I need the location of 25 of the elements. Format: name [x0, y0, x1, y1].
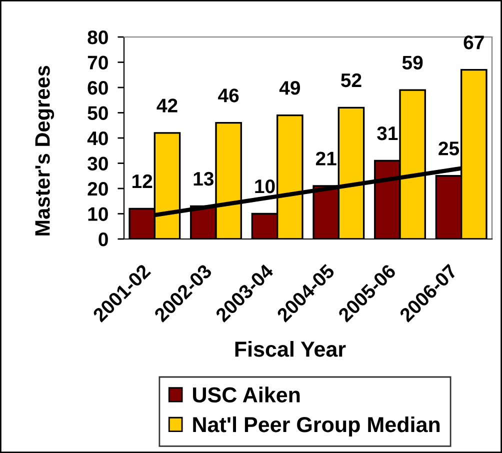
y-tick-label: 20 [88, 182, 108, 196]
data-label: 12 [132, 174, 152, 188]
data-label: 21 [316, 152, 336, 166]
data-label: 31 [377, 126, 398, 140]
y-tick-label: 0 [98, 232, 108, 246]
y-tick-label: 70 [88, 56, 108, 70]
y-tick-label: 40 [87, 131, 108, 146]
data-label: 25 [438, 142, 460, 156]
data-label: 42 [156, 98, 178, 112]
data-label: 59 [402, 56, 423, 70]
x-axis-title: Fiscal Year [235, 341, 346, 357]
data-label: 52 [341, 73, 362, 88]
y-tick-label: 10 [88, 207, 108, 221]
y-tick-label: 80 [88, 30, 108, 44]
data-label: 67 [464, 36, 484, 50]
y-axis-title: Master's Degrees [35, 66, 54, 236]
data-label: 10 [255, 179, 275, 194]
legend-label: USC Aiken [193, 386, 300, 402]
y-tick-label: 30 [88, 156, 108, 171]
y-tick-label: 60 [88, 80, 108, 95]
data-label: 49 [279, 80, 300, 95]
y-tick-label: 50 [88, 106, 108, 120]
legend-label: Nat'l Peer Group Median [193, 416, 440, 437]
data-label: 46 [218, 88, 239, 102]
data-label: 13 [194, 172, 214, 186]
